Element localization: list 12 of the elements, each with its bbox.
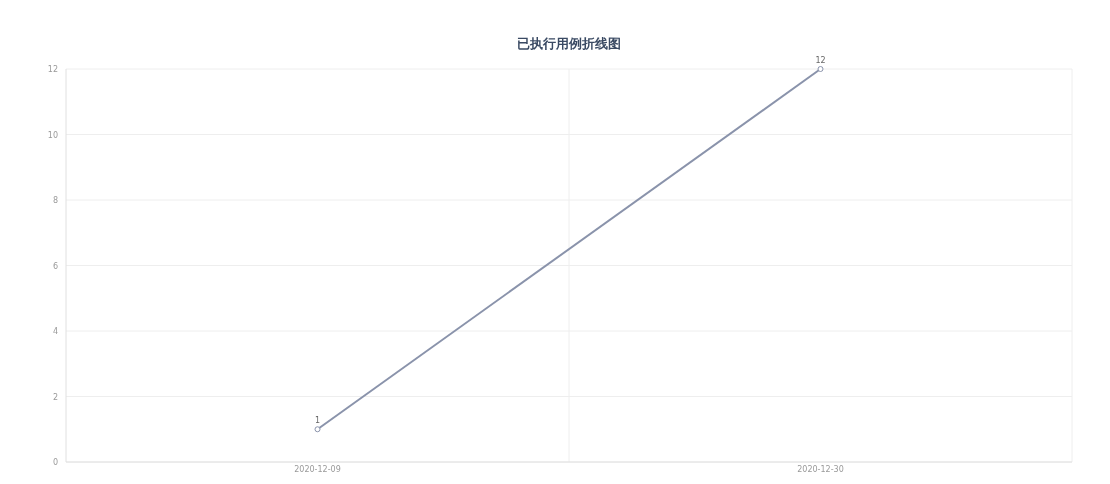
- y-tick-label: 0: [52, 458, 58, 467]
- y-tick-label: 4: [52, 327, 58, 336]
- y-tick-label: 2: [52, 392, 58, 402]
- y-tick-label: 12: [47, 65, 58, 74]
- data-label: 1: [314, 416, 321, 426]
- x-tick-label: 2020-12-30: [797, 465, 844, 474]
- chart-title: 已执行用例折线图: [517, 36, 621, 51]
- data-label: 12: [815, 56, 826, 65]
- y-tick-label: 10: [47, 130, 58, 140]
- x-tick-label: 2020-12-09: [294, 465, 341, 474]
- y-tick-label: 8: [52, 196, 58, 205]
- y-tick-label: 6: [52, 261, 58, 271]
